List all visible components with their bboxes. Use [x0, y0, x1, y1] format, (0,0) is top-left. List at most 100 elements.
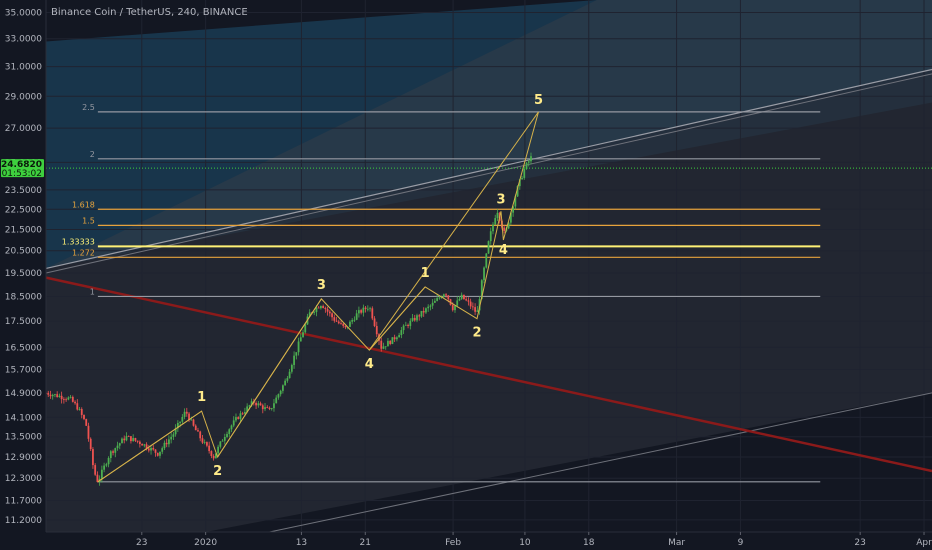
channel-line-upper: [45, 68, 932, 270]
candle-body: [147, 448, 150, 451]
y-axis-panel: [0, 0, 46, 550]
y-tick-label: 18.5000: [5, 292, 42, 302]
candle-body: [373, 318, 376, 327]
candle-body: [293, 355, 295, 365]
y-tick-label: 29.0000: [5, 92, 42, 102]
fib-level-label: 1.33333: [62, 237, 95, 246]
candle-body: [463, 294, 465, 300]
candle-body: [460, 294, 463, 299]
candle-body: [80, 409, 83, 415]
candle-body: [366, 308, 369, 310]
elliott-wave-segment: [97, 410, 202, 483]
candle-body: [420, 310, 423, 317]
candle-body: [212, 455, 215, 459]
candle-body: [277, 394, 280, 398]
candle-body: [161, 448, 164, 452]
candle-body: [489, 231, 492, 242]
candle-body: [384, 346, 387, 348]
candle-body: [407, 324, 409, 326]
candle-body: [282, 385, 284, 391]
candle-body: [210, 451, 213, 456]
y-tick-label: 27.0000: [5, 124, 42, 134]
candle-body: [219, 441, 222, 447]
price-countdown: 01:53:02: [2, 169, 42, 179]
candle-body: [143, 444, 146, 446]
candle-body: [411, 317, 414, 321]
candle-body: [476, 310, 479, 312]
y-tick-label: 33.0000: [5, 35, 42, 45]
candle-body: [492, 224, 494, 232]
y-tick-label: 12.9000: [5, 453, 42, 463]
candle-body: [250, 401, 253, 406]
candle-body: [286, 378, 289, 381]
candle-body: [308, 312, 311, 317]
candle-body: [237, 417, 240, 419]
upper-gray-band: [46, 0, 932, 269]
candle-body: [71, 396, 74, 402]
x-tick-label: 2020: [194, 538, 217, 548]
candle-body: [125, 436, 128, 441]
wave-label: 5: [534, 93, 543, 108]
candle-body: [454, 305, 456, 311]
candle-body: [188, 413, 190, 421]
candle-body: [170, 436, 173, 440]
candle-body: [179, 421, 181, 423]
candle-body: [100, 469, 103, 479]
candle-body: [121, 438, 123, 444]
candle-body: [60, 395, 63, 400]
candle-body: [134, 438, 137, 441]
candle-body: [429, 305, 432, 307]
candle-body: [378, 334, 380, 341]
y-tick-label: 21.5000: [5, 226, 42, 236]
candle-body: [467, 300, 470, 302]
candle-body: [268, 407, 271, 410]
y-tick-label: 11.2000: [5, 516, 42, 526]
red-trendline: [45, 276, 932, 473]
candle-body: [458, 298, 461, 301]
candle-body: [478, 299, 481, 311]
candle-body: [58, 395, 61, 398]
wave-label: 1: [421, 266, 430, 281]
candle-body: [322, 306, 325, 308]
elliott-wave-segment: [368, 111, 539, 351]
candle-body: [465, 299, 468, 301]
candle-body: [319, 306, 322, 309]
candle-body: [181, 416, 184, 422]
candle-body: [413, 317, 416, 321]
fib-level-label: 2.5: [82, 103, 95, 112]
x-tick-label: 10: [519, 538, 531, 548]
candle-body: [235, 417, 237, 421]
candle-body: [174, 428, 177, 435]
candle-body: [313, 312, 316, 313]
candle-body: [47, 392, 50, 395]
candle-body: [138, 441, 141, 445]
candle-body: [503, 227, 506, 231]
candle-body: [442, 294, 445, 298]
y-tick-label: 19.5000: [5, 269, 42, 279]
candle-body: [474, 307, 477, 312]
candle-body: [232, 420, 235, 426]
candle-body: [136, 440, 139, 442]
y-tick-label: 20.5000: [5, 247, 42, 257]
candle-body: [487, 241, 490, 254]
candle-body: [447, 295, 450, 300]
candle-body: [206, 442, 208, 446]
candle-body: [422, 310, 425, 313]
y-tick-label: 14.1000: [5, 413, 42, 423]
y-tick-label: 35.0000: [5, 9, 42, 19]
candle-body: [112, 451, 114, 453]
candle-body: [288, 371, 291, 379]
candle-body: [284, 380, 287, 386]
fib-level-label: 1: [90, 287, 95, 296]
wave-label: 3: [496, 192, 505, 207]
x-tick-label: 13: [296, 538, 307, 548]
candle-body: [197, 430, 199, 432]
candle-body: [168, 439, 170, 445]
candle-body: [87, 425, 90, 439]
candle-body: [105, 464, 108, 466]
candle-body: [340, 323, 342, 325]
candle-body: [317, 307, 320, 309]
candle-body: [331, 313, 333, 318]
